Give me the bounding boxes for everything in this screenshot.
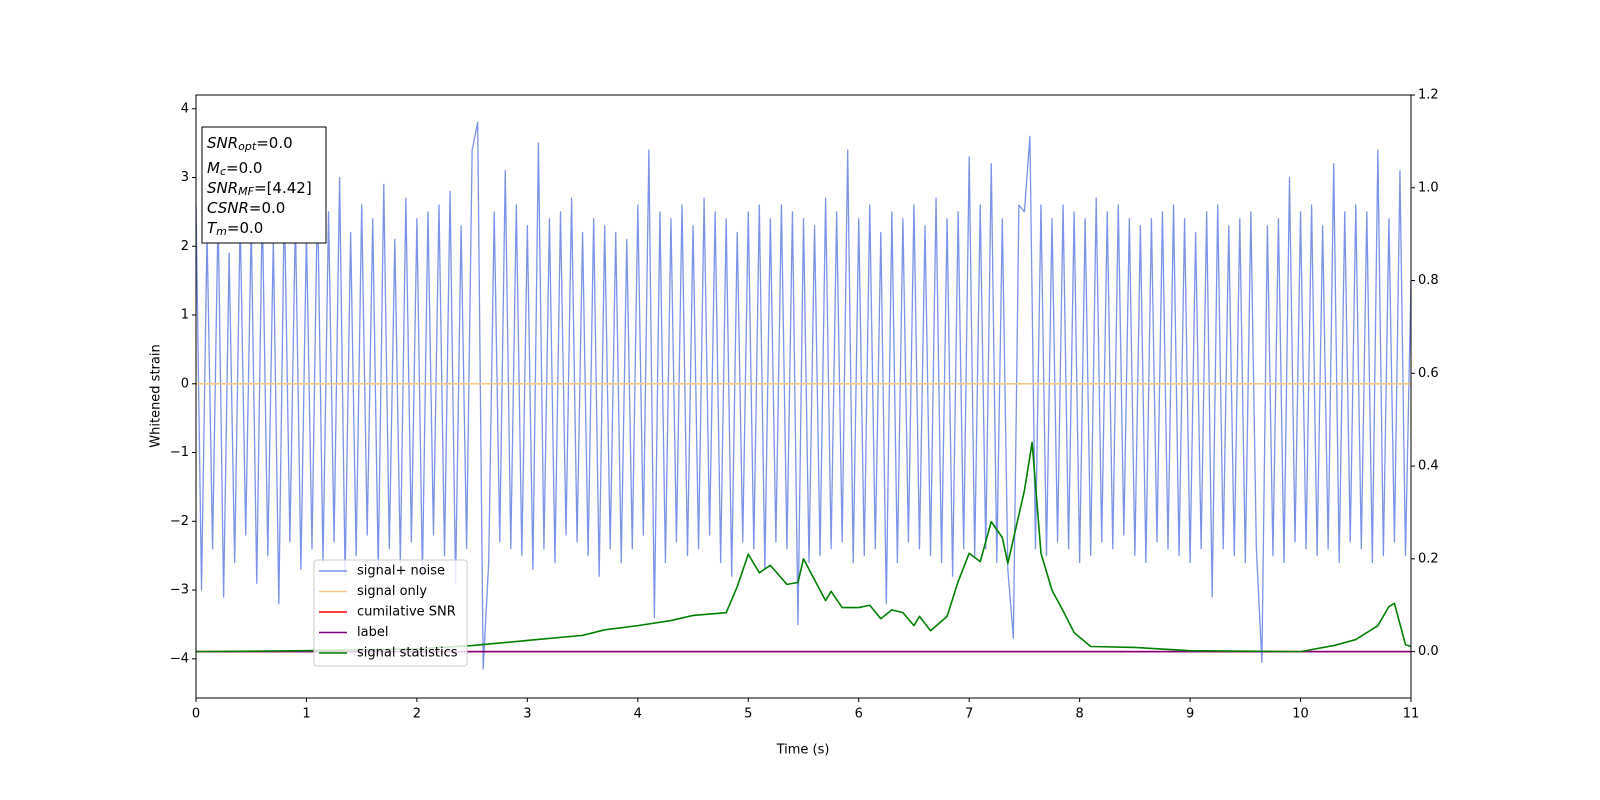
annotation-line: Tm=0.0 bbox=[207, 219, 263, 239]
y-tick-label: 0 bbox=[181, 376, 189, 391]
annotation-text: =0.0 bbox=[226, 159, 262, 177]
annotation-frame bbox=[201, 126, 327, 244]
series-line bbox=[196, 121, 1411, 670]
annotation-symbol: T bbox=[207, 219, 218, 237]
y2-tick-label: 0.2 bbox=[1418, 551, 1439, 566]
x-axis-label: Time (s) bbox=[776, 743, 830, 758]
y2-tick-label: 0.4 bbox=[1418, 459, 1439, 474]
x-tick-label: 5 bbox=[744, 707, 752, 722]
y-tick-label: 3 bbox=[181, 170, 189, 185]
annotation-symbol: SNR bbox=[207, 179, 238, 197]
annotation-text: =0.0 bbox=[249, 199, 285, 217]
annotation-subscript: c bbox=[220, 165, 226, 178]
y2-tick-label: 1.2 bbox=[1418, 88, 1439, 103]
annotation-line: Mc=0.0 bbox=[207, 159, 262, 179]
y2-tick-label: 0.8 bbox=[1418, 273, 1439, 288]
x-tick-label: 7 bbox=[965, 707, 973, 722]
y-tick-label: −1 bbox=[170, 445, 189, 460]
y-tick-label: 4 bbox=[181, 101, 189, 116]
annotation-line: SNRopt=0.0 bbox=[207, 134, 293, 154]
legend-frame bbox=[313, 559, 468, 667]
annotation-subscript: m bbox=[216, 225, 227, 238]
legend-label: cumilative SNR bbox=[357, 605, 456, 620]
axes-frame bbox=[195, 94, 1412, 699]
annotation-box: SNRopt=0.0Mc=0.0SNRMF=[4.42]CSNR=0.0Tm=0… bbox=[201, 126, 327, 244]
x-tick-label: 0 bbox=[192, 707, 200, 722]
legend-label: signal statistics bbox=[357, 646, 458, 661]
x-tick-label: 3 bbox=[523, 707, 531, 722]
x-tick-label: 11 bbox=[1403, 707, 1420, 722]
annotation-text: =0.0 bbox=[256, 134, 292, 152]
legend-label: signal only bbox=[357, 584, 427, 599]
x-tick-label: 8 bbox=[1075, 707, 1083, 722]
x-tick-label: 9 bbox=[1186, 707, 1194, 722]
x-tick-label: 10 bbox=[1292, 707, 1309, 722]
x-tick-label: 2 bbox=[413, 707, 421, 722]
annotation-text: =[4.42] bbox=[254, 179, 312, 197]
annotation-symbol: CSNR bbox=[207, 199, 249, 217]
y2-tick-label: 0.0 bbox=[1418, 644, 1439, 659]
annotation-line: SNRMF=[4.42] bbox=[207, 179, 312, 199]
x-tick-label: 4 bbox=[634, 707, 642, 722]
y-tick-label: −2 bbox=[170, 514, 189, 529]
annotation-symbol: SNR bbox=[207, 134, 238, 152]
y-axis-label: Whitened strain bbox=[149, 344, 164, 447]
y2-tick-label: 0.6 bbox=[1418, 366, 1439, 381]
annotation-subscript: MF bbox=[238, 185, 254, 198]
annotation-text: =0.0 bbox=[227, 219, 263, 237]
annotation-line: CSNR=0.0 bbox=[207, 199, 285, 217]
x-tick-label: 6 bbox=[855, 707, 863, 722]
legend: signal+ noise signal only cumilative SNR la… bbox=[313, 559, 468, 667]
annotation-symbol: M bbox=[207, 159, 220, 177]
y-tick-label: 2 bbox=[181, 239, 189, 254]
y2-tick-label: 1.0 bbox=[1418, 180, 1439, 195]
y-tick-label: 1 bbox=[181, 308, 189, 323]
legend-label: label bbox=[357, 625, 388, 640]
y-tick-label: −3 bbox=[170, 583, 189, 598]
x-tick-label: 1 bbox=[302, 707, 310, 722]
annotation-subscript: opt bbox=[238, 140, 257, 153]
legend-label: signal+ noise bbox=[357, 564, 445, 579]
y-tick-label: −4 bbox=[170, 651, 189, 666]
series-line bbox=[196, 441, 1411, 653]
